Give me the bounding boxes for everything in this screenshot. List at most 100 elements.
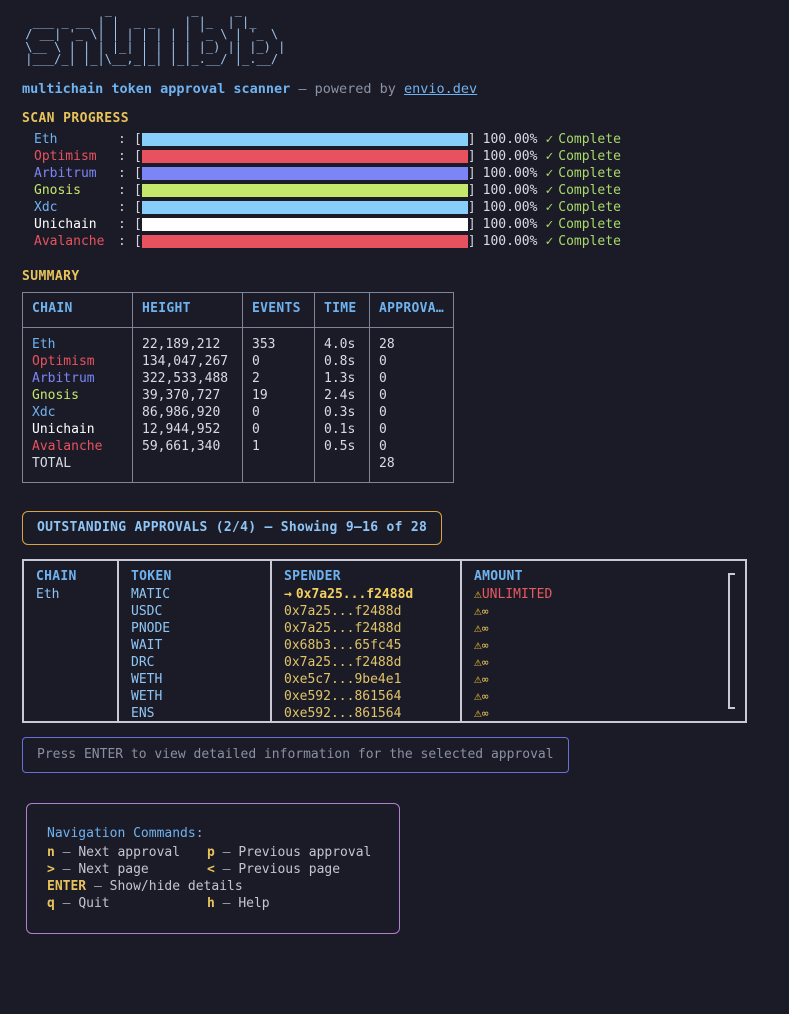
approvals-spender-cell[interactable]: 0x7a25...f2488d [284, 621, 460, 638]
approvals-token-cell[interactable]: WETH [131, 688, 163, 704]
summary-cell-chain: Optimism [22, 353, 133, 371]
scan-progress-colon: : [118, 199, 126, 215]
warning-icon: ⚠ [474, 654, 482, 670]
approvals-amount-value: ∞ [481, 706, 489, 720]
summary-col-time: TIME [314, 292, 370, 328]
navigation-description: Help [238, 896, 270, 912]
scan-progress-bracket-open: [ [134, 148, 142, 164]
navigation-commands-title: Navigation Commands: [47, 826, 204, 842]
summary-col-height: HEIGHT [132, 292, 243, 328]
navigation-key: ENTER [47, 879, 87, 895]
scan-progress-bracket-open: [ [134, 199, 142, 215]
approvals-amount-value: ∞ [481, 655, 489, 669]
warning-icon: ⚠ [474, 637, 482, 653]
scan-progress-percent: 100.00% [482, 165, 538, 181]
check-icon: ✓ [545, 131, 554, 147]
warning-icon: ⚠ [474, 586, 482, 602]
scan-progress-bar [141, 133, 468, 147]
scan-progress-status: Complete [558, 148, 621, 164]
scan-progress-row: Unichain: [] 100.00% ✓ Complete [0, 216, 789, 233]
scan-progress-chain-name: Gnosis [34, 182, 81, 198]
scan-progress-bracket-close: ] [467, 216, 476, 232]
summary-cell-approvals: 0 [368, 387, 455, 405]
app-logo: _ _ _ ___ _ __ | | _ _ | |_ | |_ / __| '… [0, 0, 789, 65]
scan-progress-bar [141, 167, 468, 181]
approvals-token-cell[interactable]: WETH [131, 671, 163, 687]
navigation-command-left[interactable]: ENTER — Show/hide details [47, 879, 243, 896]
navigation-command-right[interactable]: p — Previous approval [207, 845, 371, 862]
summary-cell-events: 2 [242, 370, 315, 388]
tagline-powered-by: — powered by [290, 81, 405, 98]
approvals-spender-address: 0x7a25...f2488d [295, 586, 414, 602]
summary-cell-time: 4.0s [314, 327, 370, 354]
approvals-amount-value: ∞ [481, 672, 489, 686]
approvals-spender-cell[interactable]: 0xe592...861564 [284, 706, 460, 721]
navigation-command-right[interactable]: < — Previous page [207, 862, 340, 879]
navigation-description: Quit [78, 896, 110, 912]
table-row: Gnosis 39,370,727 19 2.4s 0 [22, 387, 455, 405]
approvals-amount-value: ∞ [481, 638, 489, 652]
summary-cell-chain: Xdc [22, 404, 133, 422]
approvals-spender-cell[interactable]: 0x68b3...65fc45 [284, 638, 460, 655]
summary-cell-time: 0.1s [314, 421, 370, 439]
navigation-command-left[interactable]: q — Quit [47, 896, 207, 913]
approvals-col-amount: AMOUNT [474, 568, 523, 584]
navigation-command-row: q — Quit h — Help [47, 896, 399, 913]
approvals-token-cell[interactable]: USDC [131, 603, 163, 619]
scan-progress-chain-name: Eth [34, 131, 58, 147]
scan-progress-chain-name: Unichain [34, 216, 97, 232]
summary-total-height [132, 455, 243, 483]
approvals-chain-column: CHAIN Eth [22, 558, 119, 723]
warning-icon: ⚠ [474, 688, 482, 704]
scan-progress-bar [141, 235, 468, 249]
table-row: Optimism 134,047,267 0 0.8s 0 [22, 353, 455, 371]
warning-icon: ⚠ [474, 620, 482, 636]
approvals-token-cell[interactable]: WAIT [131, 637, 163, 653]
approvals-spender-cell[interactable]: 0xe592...861564 [284, 689, 460, 706]
approvals-amount-cell: ⚠UNLIMITED [474, 587, 745, 604]
navigation-separator: — [214, 896, 239, 912]
summary-col-chain: CHAIN [22, 292, 133, 328]
approvals-chain-value: Eth [36, 586, 60, 602]
check-icon: ✓ [545, 216, 554, 232]
summary-total-approvals: 28 [368, 455, 455, 483]
navigation-separator: — [54, 896, 79, 912]
approvals-spender-cell[interactable]: 0x7a25...f2488d [284, 655, 460, 672]
approvals-spender-cell[interactable]: 0xe5c7...9be4e1 [284, 672, 460, 689]
summary-cell-events: 0 [242, 421, 315, 439]
navigation-command-left[interactable]: > — Next page [47, 862, 207, 879]
navigation-description: Previous page [238, 862, 341, 878]
approvals-spender-column: SPENDER → 0x7a25...f2488d 0x7a25...f2488d 0… [270, 558, 462, 723]
table-row: Xdc 86,986,920 0 0.3s 0 [22, 404, 455, 422]
navigation-command-left[interactable]: n — Next approval [47, 845, 207, 862]
scan-progress-bracket-open: [ [134, 182, 142, 198]
summary-cell-chain: Avalanche [22, 438, 133, 456]
navigation-command-right[interactable]: h — Help [207, 896, 270, 913]
summary-cell-approvals: 28 [368, 327, 455, 354]
approvals-spender-cell[interactable]: 0x7a25...f2488d [284, 604, 460, 621]
envio-dev-link[interactable]: envio.dev [404, 81, 478, 98]
scan-progress-bar [141, 184, 468, 198]
scan-progress-bracket-close: ] [467, 199, 476, 215]
navigation-separator: — [86, 879, 110, 895]
summary-col-approvals: APPROVA… [368, 292, 455, 328]
summary-cell-time: 0.3s [314, 404, 370, 422]
table-row: Avalanche 59,661,340 1 0.5s 0 [22, 438, 455, 456]
approvals-token-cell[interactable]: PNODE [131, 620, 171, 636]
approvals-token-cell[interactable]: MATIC [131, 586, 171, 602]
scan-progress-row: Gnosis: [] 100.00% ✓ Complete [0, 182, 789, 199]
approvals-amount-cell: ⚠∞ [474, 655, 745, 672]
summary-header-row: CHAIN HEIGHT EVENTS TIME APPROVA… [22, 292, 455, 328]
approvals-scrollbar[interactable] [728, 572, 735, 709]
summary-cell-chain: Gnosis [22, 387, 133, 405]
approvals-token-cell[interactable]: ENS [131, 705, 155, 721]
approvals-spender-cell[interactable]: → 0x7a25...f2488d [284, 587, 460, 604]
check-icon: ✓ [545, 199, 554, 215]
approvals-table: CHAIN Eth TOKEN MATIC USDC PNODE WAIT DRC WET… [22, 558, 747, 723]
summary-cell-chain: Eth [22, 327, 133, 354]
approvals-token-cell[interactable]: DRC [131, 654, 155, 670]
summary-cell-approvals: 0 [368, 421, 455, 439]
scan-progress-title: SCAN PROGRESS [22, 111, 129, 127]
scan-progress-chain-name: Arbitrum [34, 165, 97, 181]
navigation-commands-panel: Navigation Commands: n — Next approval p … [26, 803, 400, 935]
